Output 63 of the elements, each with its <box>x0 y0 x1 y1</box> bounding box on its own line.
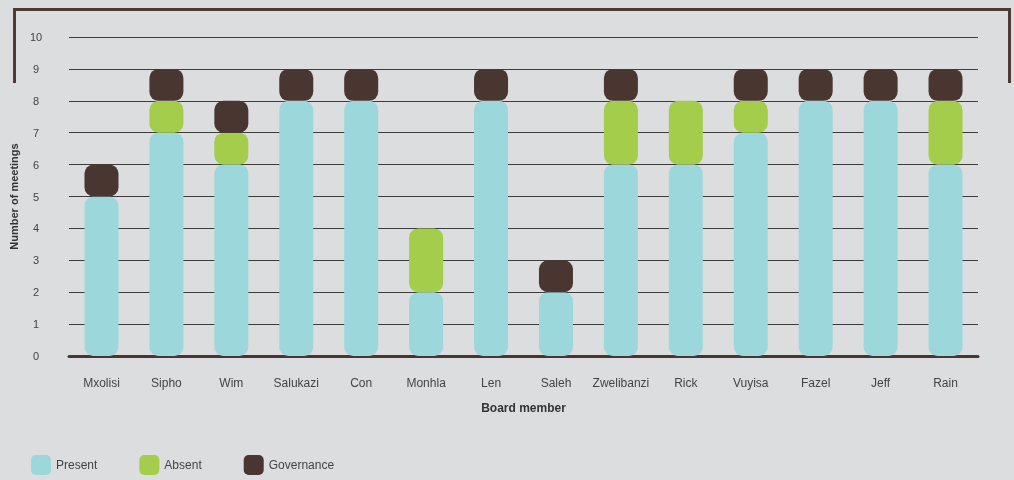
x-axis-title: Board member <box>481 401 567 415</box>
y-axis-title: Number of meetings <box>7 143 20 250</box>
y-tick-label: 1 <box>32 318 40 331</box>
legend-label: Present <box>56 458 99 472</box>
x-tick-label: Monhla <box>406 376 447 390</box>
bar <box>733 68 768 101</box>
bar <box>474 68 509 101</box>
bar <box>344 68 379 101</box>
x-tick-label: Vuyisa <box>732 376 769 390</box>
bar <box>863 68 898 101</box>
bar <box>733 100 768 133</box>
bar <box>84 196 119 356</box>
x-tick-label: Jeff <box>871 376 891 390</box>
bar <box>149 132 184 356</box>
x-tick-label: Rain <box>933 376 958 390</box>
bar <box>214 100 249 133</box>
x-tick-label: Zwelibanzi <box>592 376 650 390</box>
x-tick-label: Saleh <box>540 376 572 390</box>
y-tick-label: 8 <box>32 94 40 107</box>
bar <box>863 100 898 356</box>
legend-label: Governance <box>268 458 335 472</box>
bar <box>538 292 573 356</box>
bar <box>928 68 963 101</box>
y-tick-label: 0 <box>32 350 40 362</box>
bar <box>409 292 444 356</box>
x-tick-label: Salukazi <box>273 376 319 390</box>
x-tick-label: Con <box>350 376 373 390</box>
bar <box>279 68 314 101</box>
y-tick-label: 9 <box>32 62 40 75</box>
y-tick-label: 2 <box>32 286 40 299</box>
x-tick-label: Len <box>481 376 502 390</box>
bar <box>603 68 638 101</box>
y-tick-label: 7 <box>32 126 40 139</box>
y-tick-label: 5 <box>32 190 40 203</box>
bar <box>214 164 249 356</box>
legend-label: Absent <box>164 458 203 472</box>
y-tick-label: 3 <box>32 254 40 267</box>
bar <box>603 100 638 165</box>
bar <box>149 100 184 133</box>
bar <box>149 68 184 101</box>
bar <box>603 164 638 356</box>
bar <box>84 164 119 197</box>
bar <box>733 132 768 356</box>
x-tick-label: Mxolisi <box>83 376 120 390</box>
bar <box>409 228 444 293</box>
x-tick-label: Sipho <box>151 376 183 390</box>
bar <box>928 100 963 165</box>
x-tick-label: Wim <box>219 376 244 390</box>
bar <box>214 132 249 165</box>
bar <box>798 100 833 356</box>
bar <box>798 68 833 101</box>
bar <box>279 100 314 356</box>
bar <box>538 260 573 293</box>
bar <box>668 100 703 165</box>
bar <box>928 164 963 356</box>
y-tick-label: 6 <box>32 158 40 171</box>
bar <box>344 100 379 356</box>
bar <box>668 164 703 356</box>
bar <box>474 100 509 356</box>
y-tick-label: 10 <box>29 31 43 43</box>
x-tick-label: Rick <box>674 376 699 390</box>
x-tick-label: Fazel <box>801 376 831 390</box>
y-tick-label: 4 <box>32 222 40 235</box>
